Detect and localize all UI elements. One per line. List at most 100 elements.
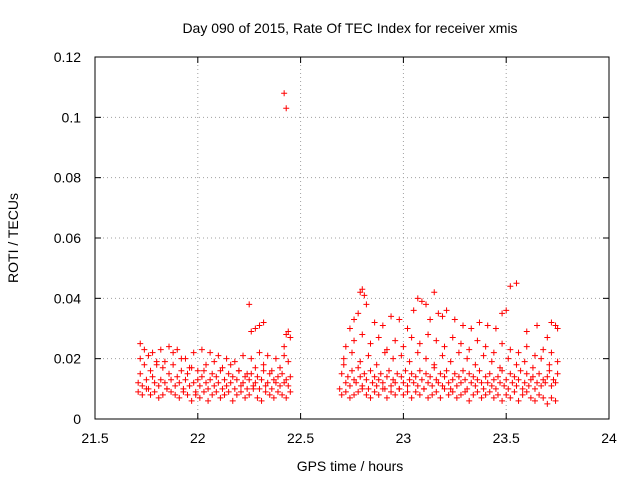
data-point bbox=[262, 382, 269, 389]
data-point bbox=[420, 385, 427, 392]
data-point bbox=[190, 349, 197, 356]
data-point bbox=[367, 367, 374, 374]
data-point bbox=[386, 367, 393, 374]
data-point bbox=[373, 361, 380, 368]
data-point bbox=[418, 298, 425, 305]
data-point bbox=[433, 337, 440, 344]
data-point bbox=[375, 334, 382, 341]
data-point bbox=[540, 376, 547, 383]
data-point bbox=[531, 397, 538, 404]
data-point bbox=[254, 373, 261, 380]
data-point bbox=[383, 346, 390, 353]
data-point bbox=[139, 382, 146, 389]
data-point bbox=[359, 286, 366, 293]
data-point bbox=[529, 373, 536, 380]
data-point bbox=[242, 373, 249, 380]
data-point bbox=[237, 388, 244, 395]
data-point bbox=[536, 370, 543, 377]
data-point bbox=[552, 322, 559, 329]
data-point bbox=[221, 391, 228, 398]
data-point bbox=[449, 334, 456, 341]
data-point bbox=[135, 388, 142, 395]
data-point bbox=[180, 388, 187, 395]
data-point bbox=[400, 391, 407, 398]
data-point bbox=[542, 379, 549, 386]
data-point bbox=[544, 334, 551, 341]
data-point bbox=[388, 313, 395, 320]
data-point bbox=[137, 340, 144, 347]
data-point bbox=[457, 379, 464, 386]
data-point bbox=[468, 325, 475, 332]
data-point bbox=[229, 397, 236, 404]
data-point bbox=[274, 388, 281, 395]
data-point bbox=[394, 370, 401, 377]
data-point bbox=[283, 105, 290, 112]
data-point bbox=[486, 370, 493, 377]
data-point bbox=[540, 394, 547, 401]
data-point bbox=[392, 391, 399, 398]
data-point bbox=[361, 370, 368, 377]
data-point bbox=[534, 322, 541, 329]
data-point bbox=[462, 388, 469, 395]
data-point bbox=[423, 355, 430, 362]
data-point bbox=[505, 385, 512, 392]
data-point bbox=[342, 343, 349, 350]
data-point bbox=[523, 328, 530, 335]
data-point bbox=[151, 379, 158, 386]
data-point bbox=[455, 349, 462, 356]
data-point bbox=[139, 391, 146, 398]
data-point bbox=[431, 361, 438, 368]
data-point bbox=[503, 391, 510, 398]
data-point bbox=[351, 391, 358, 398]
data-point bbox=[262, 388, 269, 395]
data-point bbox=[264, 352, 271, 359]
y-tick-label: 0.12 bbox=[54, 49, 81, 65]
data-point bbox=[552, 397, 559, 404]
data-point bbox=[342, 379, 349, 386]
data-point bbox=[266, 370, 273, 377]
data-point bbox=[215, 379, 222, 386]
data-point bbox=[511, 373, 518, 380]
data-point bbox=[149, 349, 156, 356]
data-point bbox=[435, 310, 442, 317]
data-point bbox=[412, 373, 419, 380]
data-point bbox=[250, 385, 257, 392]
data-point bbox=[513, 382, 520, 389]
data-point bbox=[168, 388, 175, 395]
data-point bbox=[168, 376, 175, 383]
data-point bbox=[513, 280, 520, 287]
data-point bbox=[521, 358, 528, 365]
data-point bbox=[398, 352, 405, 359]
data-point bbox=[137, 355, 144, 362]
data-point bbox=[203, 361, 210, 368]
data-point bbox=[157, 346, 164, 353]
data-point bbox=[349, 367, 355, 374]
data-point bbox=[141, 361, 148, 368]
data-point bbox=[363, 391, 370, 398]
data-point bbox=[283, 331, 290, 338]
data-point bbox=[256, 385, 263, 392]
data-point bbox=[507, 394, 514, 401]
data-point bbox=[209, 370, 216, 377]
data-point bbox=[252, 325, 259, 332]
data-point bbox=[490, 394, 497, 401]
data-point bbox=[388, 388, 395, 395]
data-point bbox=[172, 391, 179, 398]
data-point bbox=[490, 349, 497, 356]
data-point bbox=[478, 394, 485, 401]
data-point bbox=[200, 388, 207, 395]
data-point bbox=[451, 370, 458, 377]
data-point bbox=[437, 370, 444, 377]
data-point bbox=[233, 391, 240, 398]
data-point bbox=[507, 283, 514, 290]
data-point bbox=[346, 325, 353, 332]
data-point bbox=[441, 373, 448, 380]
data-point bbox=[266, 391, 273, 398]
data-point bbox=[445, 391, 452, 398]
data-point bbox=[211, 358, 218, 365]
data-point bbox=[363, 301, 370, 308]
data-point bbox=[357, 289, 364, 296]
data-point bbox=[548, 349, 555, 356]
data-point bbox=[365, 352, 372, 359]
data-point bbox=[472, 361, 479, 368]
